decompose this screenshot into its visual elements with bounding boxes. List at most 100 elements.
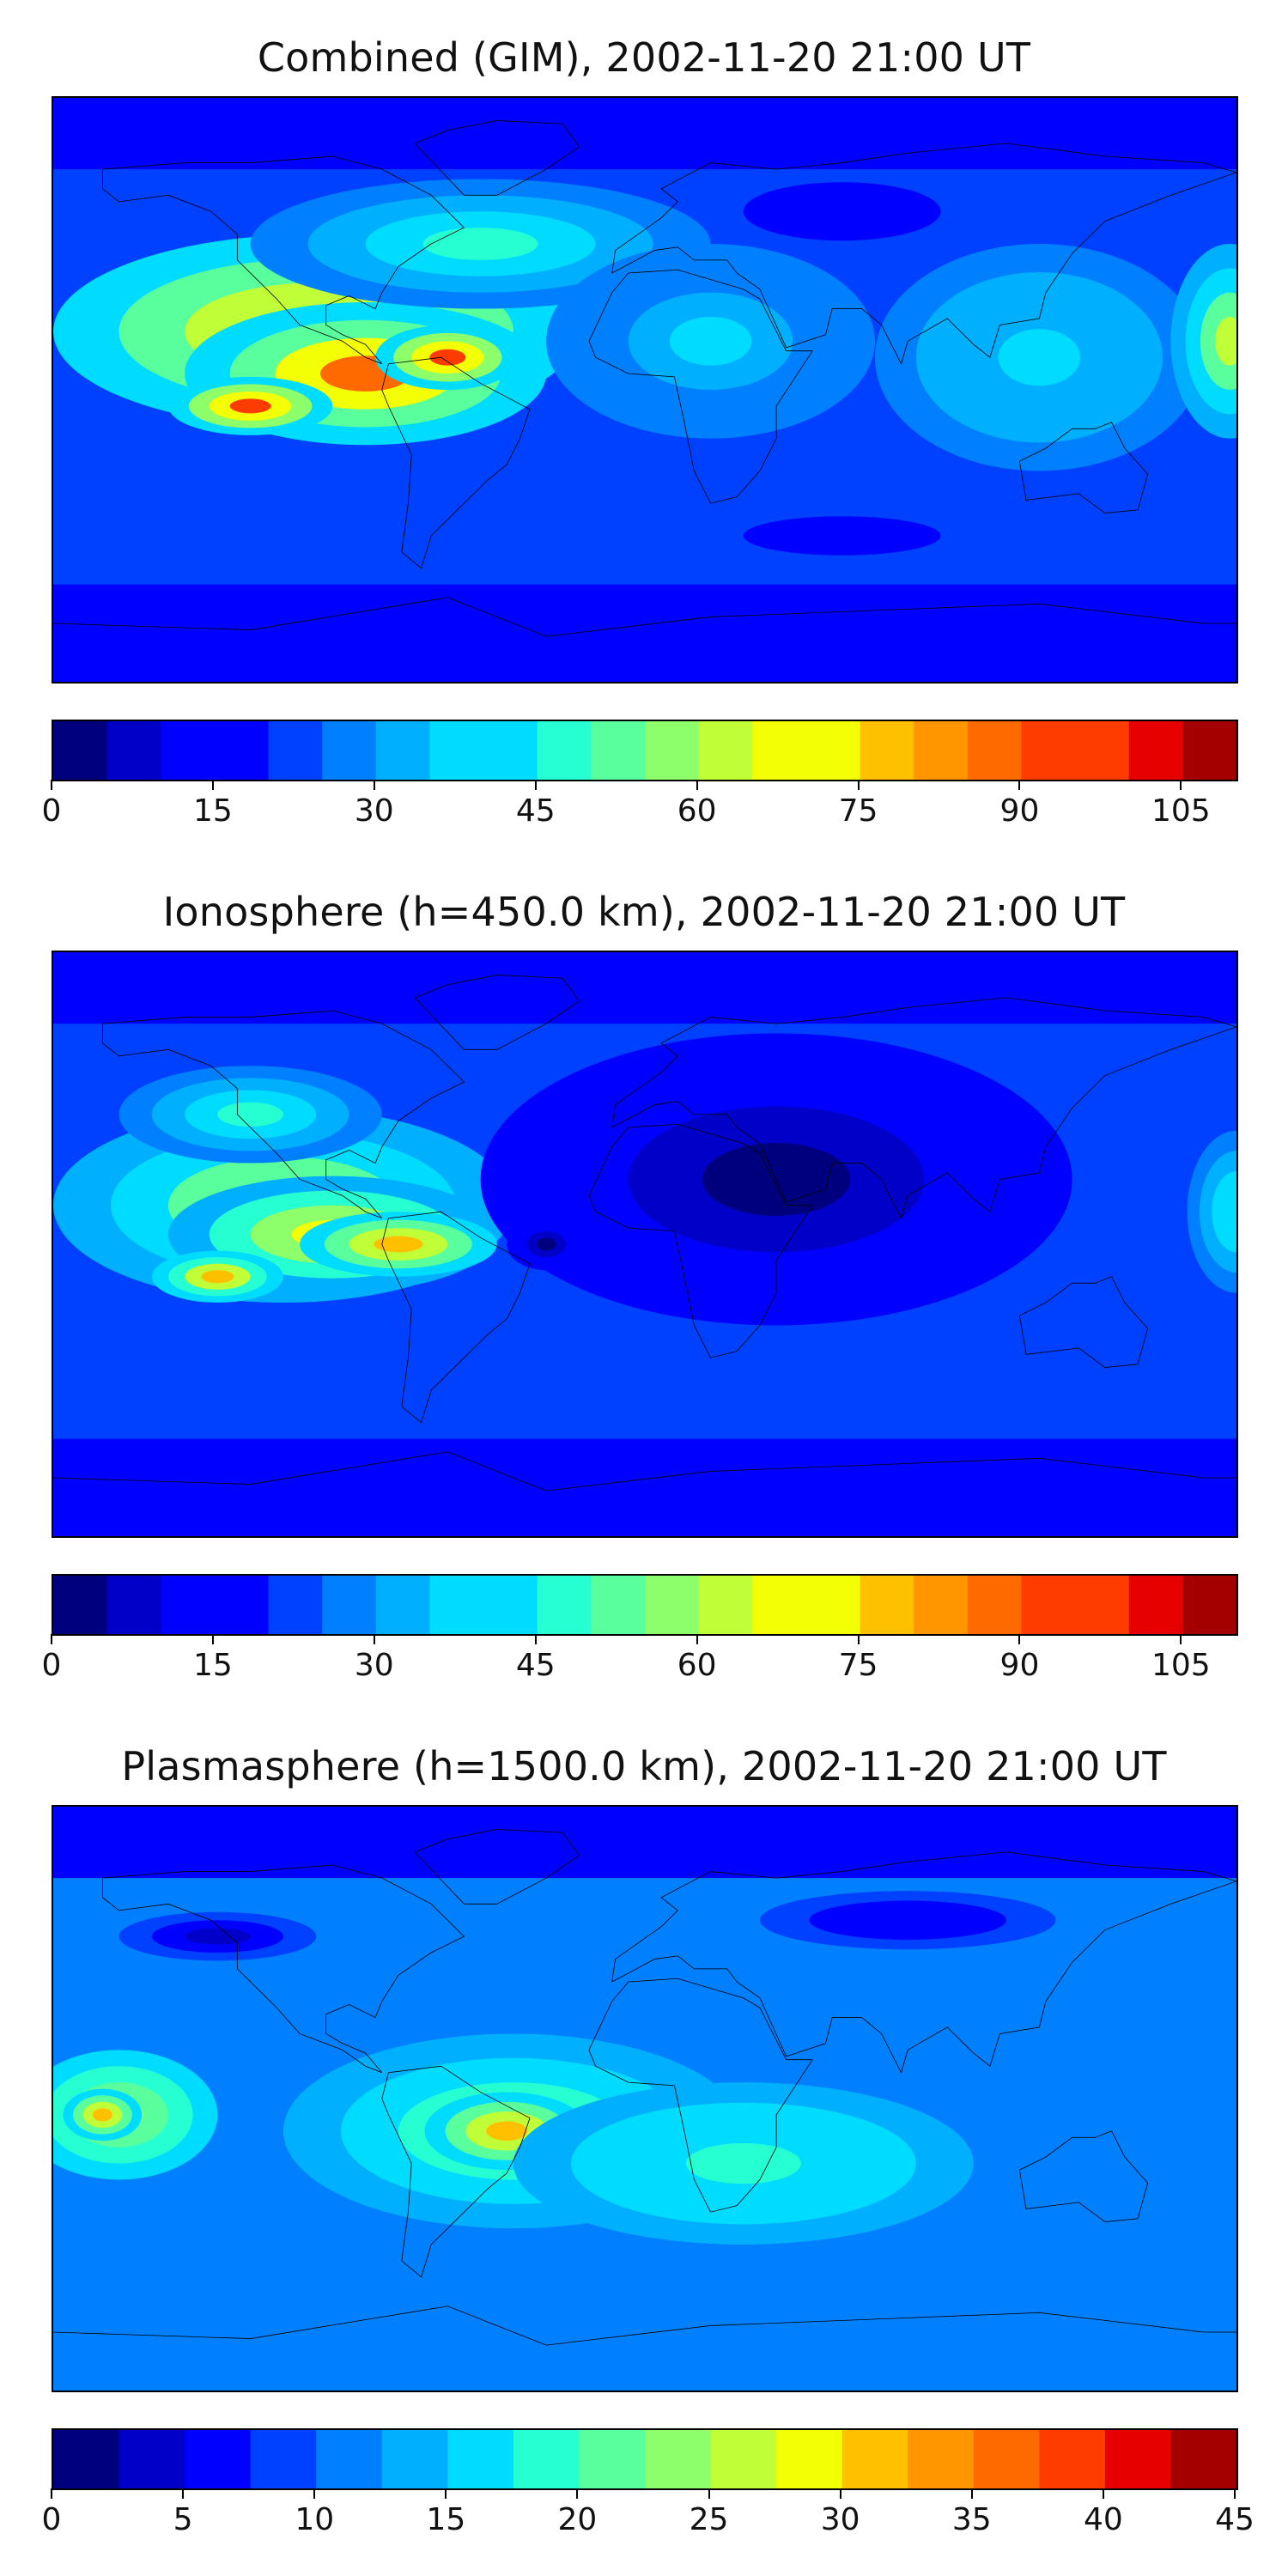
map-plasmasphere — [52, 1805, 1238, 2392]
colorbar-swatch — [483, 721, 538, 780]
tick-label: 75 — [838, 793, 878, 829]
tick-label: 45 — [515, 793, 556, 829]
contour-region — [685, 2142, 801, 2184]
tick-mark — [534, 1634, 537, 1644]
tick-label: 75 — [838, 1648, 878, 1683]
colorbar-swatch — [513, 2430, 580, 2488]
colorbar-swatch — [1170, 2430, 1236, 2488]
colorbar-swatch — [841, 2430, 908, 2488]
colorbar-swatch — [1104, 2430, 1172, 2488]
coastline — [382, 357, 530, 568]
colorbar-swatch — [776, 2430, 843, 2488]
contour-region — [92, 2108, 112, 2122]
contour-region — [422, 228, 538, 260]
colorbar-swatch — [250, 2430, 317, 2488]
coastline — [53, 1452, 1236, 1491]
coastline — [53, 598, 1236, 636]
contour-region — [793, 526, 892, 546]
contour-region — [998, 329, 1081, 386]
contour-region — [669, 317, 752, 366]
colorbar-swatch — [1021, 1576, 1076, 1634]
colorbar-swatch — [698, 1576, 753, 1634]
tick-label: 30 — [354, 1648, 394, 1683]
colorbar-swatch — [161, 1576, 216, 1634]
colorbar-swatch — [53, 2430, 120, 2488]
contour-region — [809, 201, 875, 222]
colorbar-swatch — [118, 2430, 185, 2488]
colorbar-swatch — [1075, 1576, 1130, 1634]
coastline — [53, 2306, 1236, 2345]
colorbar-swatch — [1128, 1576, 1184, 1634]
colorbar-swatch — [381, 2430, 449, 2488]
colorbar-ticks: 0 15 30 45 60 75 90 105 — [42, 1634, 1235, 1686]
polar-band — [53, 2293, 1236, 2391]
tick-label: 15 — [426, 2502, 466, 2537]
tick-label: 0 — [41, 1648, 62, 1683]
tick-mark — [970, 2488, 973, 2499]
coastline — [1019, 422, 1147, 513]
polar-band — [53, 952, 1236, 1024]
tick-label: 30 — [820, 2502, 860, 2537]
coastline — [589, 1978, 812, 2212]
colorbar-combined — [52, 720, 1238, 781]
colorbar-plasmasphere — [52, 2428, 1238, 2490]
colorbar-swatch — [268, 721, 323, 780]
coastline — [415, 1829, 579, 1904]
tick-label: 105 — [1151, 1648, 1211, 1683]
colorbar-swatch — [316, 2430, 383, 2488]
tick-mark — [857, 1634, 860, 1644]
colorbar-swatch — [537, 721, 592, 780]
tick-label: 60 — [677, 1648, 717, 1683]
colorbar-swatch — [447, 2430, 514, 2488]
contour-region — [536, 1237, 556, 1251]
tick-mark — [445, 2488, 447, 2499]
contour-region — [1224, 1191, 1236, 1232]
colorbar-swatch — [429, 1576, 484, 1634]
tick-mark — [1102, 2488, 1104, 2499]
coastline — [415, 120, 579, 195]
tick-label: 35 — [951, 2502, 992, 2537]
colorbar-swatch — [53, 721, 108, 780]
panel-title: Plasmasphere (h=1500.0 km), 2002-11-20 2… — [121, 1743, 1167, 1789]
tick-label: 10 — [295, 2502, 335, 2537]
tick-label: 0 — [41, 793, 62, 829]
coastline — [612, 143, 1236, 364]
colorbar-ticks: 0 5 10 15 20 25 30 35 40 45 — [42, 2488, 1255, 2540]
coastline — [415, 975, 579, 1049]
contour-region — [1215, 317, 1236, 366]
coastline — [382, 1212, 530, 1423]
coastline — [589, 1124, 812, 1358]
tick-mark — [839, 2488, 841, 2499]
tick-mark — [534, 780, 537, 790]
colorbar-swatch — [914, 721, 969, 780]
colorbar-swatch — [752, 721, 807, 780]
colorbar-swatch — [1075, 721, 1130, 780]
tick-label: 0 — [41, 2502, 62, 2537]
tick-label: 25 — [689, 2502, 729, 2537]
tick-mark — [51, 780, 52, 790]
colorbar-swatch — [322, 721, 377, 780]
colorbar-swatch — [53, 1576, 108, 1634]
contour-region — [1097, 2074, 1180, 2123]
panel-title: Ionosphere (h=450.0 km), 2002-11-20 21:0… — [162, 889, 1126, 935]
map-ionosphere — [52, 951, 1238, 1538]
colorbar-swatch — [908, 2430, 975, 2488]
tick-mark — [182, 2488, 185, 2499]
colorbar-swatch — [860, 1576, 914, 1634]
tick-label: 40 — [1083, 2502, 1123, 2537]
coastline — [1019, 2131, 1147, 2222]
colorbar-swatch — [579, 2430, 646, 2488]
colorbar-swatch — [106, 721, 161, 780]
tick-mark — [313, 2488, 316, 2499]
colorbar-swatch — [1021, 721, 1076, 780]
contour-region — [217, 1102, 283, 1127]
colorbar-swatch — [1182, 1576, 1236, 1634]
colorbar-swatch — [645, 721, 700, 780]
contour-region — [185, 1928, 251, 1945]
tick-label: 15 — [193, 793, 233, 829]
colorbar-swatch — [645, 1576, 700, 1634]
contour-region — [858, 1910, 957, 1930]
tick-mark — [708, 2488, 710, 2499]
tick-mark — [1180, 1634, 1182, 1644]
map-combined — [52, 96, 1238, 683]
